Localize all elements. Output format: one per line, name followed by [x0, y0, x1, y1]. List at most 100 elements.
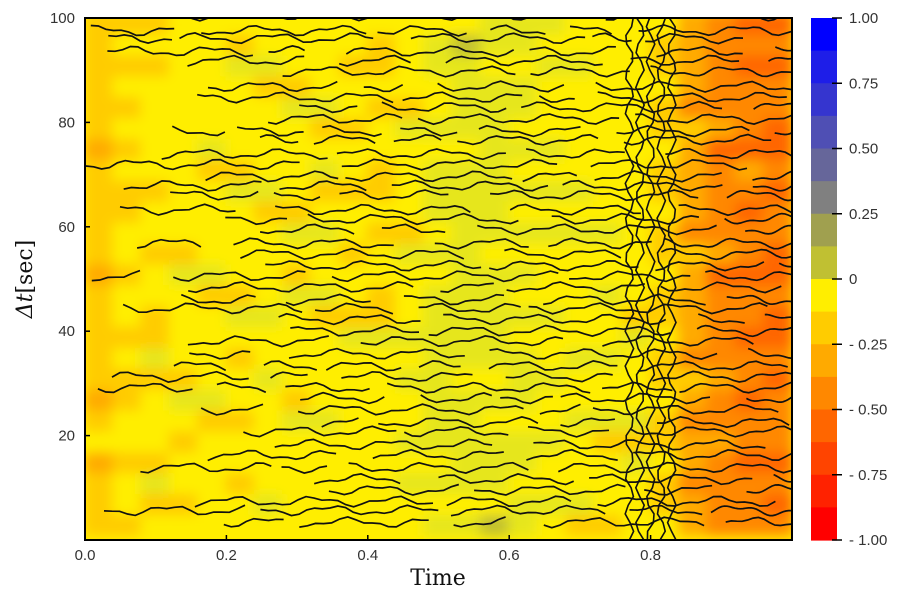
contour-line	[328, 483, 460, 496]
heatmap-cell	[451, 32, 482, 56]
heatmap-cell	[112, 345, 143, 369]
heatmap-cell	[706, 304, 737, 327]
heatmap-cell	[85, 137, 115, 160]
heatmap-cell	[451, 220, 482, 244]
heatmap-cell	[762, 32, 792, 56]
heatmap-cell	[85, 116, 115, 140]
heatmap-cell	[395, 74, 426, 98]
contour-line	[91, 269, 141, 282]
heatmap-cell	[338, 512, 369, 536]
heatmap-cell	[451, 304, 482, 327]
heatmap-cell	[479, 18, 511, 35]
contour-line	[123, 180, 262, 192]
heatmap-cell	[564, 512, 596, 536]
heatmap-cell	[621, 32, 652, 56]
heatmap-cell	[536, 262, 567, 286]
colorbar-segment	[811, 474, 837, 508]
y-tick-label: 60	[58, 219, 75, 236]
contour-line	[527, 425, 610, 438]
heatmap-cell	[395, 387, 426, 411]
heatmap-cell	[281, 116, 313, 140]
heatmap-cell	[423, 53, 454, 77]
heatmap-cell	[310, 157, 341, 181]
heatmap-cell	[310, 512, 341, 536]
heatmap-cell	[168, 241, 200, 265]
heatmap-cell	[508, 429, 539, 453]
heatmap-cell	[593, 220, 624, 244]
heatmap-cell	[281, 262, 313, 286]
heatmap-cell	[197, 492, 228, 515]
heatmap-cell	[338, 220, 369, 244]
heatmap-cell	[508, 18, 539, 35]
heatmap-cell	[112, 157, 143, 181]
contour-line	[775, 46, 792, 52]
heatmap-cell	[253, 283, 284, 307]
contour-line	[170, 190, 259, 201]
contour-line	[274, 438, 493, 451]
heatmap-cell	[112, 471, 143, 495]
heatmap-cell	[564, 32, 596, 56]
heatmap-cell	[140, 157, 171, 181]
contour-line	[656, 416, 790, 429]
contour-line	[710, 505, 792, 517]
heatmap-cell	[762, 387, 792, 411]
contour-line	[664, 237, 792, 250]
heatmap-cell	[451, 366, 482, 390]
heatmap-cell	[734, 95, 765, 119]
colorbar-segment	[811, 83, 837, 117]
contour-line	[660, 281, 782, 294]
heatmap-cell	[310, 262, 341, 286]
contour-line	[393, 134, 442, 143]
heatmap-cell	[140, 429, 171, 453]
colorbar-segment	[811, 279, 837, 313]
contour-line	[400, 127, 458, 137]
colorbar-tick-label: - 0.75	[849, 467, 887, 484]
heatmap-cell	[225, 157, 256, 181]
contour-line	[457, 133, 599, 146]
heatmap-cell	[140, 18, 171, 35]
heatmap-cell	[366, 178, 398, 202]
heatmap-cell	[225, 408, 256, 432]
contour-line	[314, 302, 394, 315]
heatmap-cell	[734, 262, 765, 286]
heatmap-cell	[310, 345, 341, 369]
heatmap-cell	[366, 345, 398, 369]
contour-line	[300, 391, 385, 405]
heatmap-cell	[621, 262, 652, 286]
contour-line	[360, 335, 564, 347]
heatmap-cell	[706, 387, 737, 411]
contour-line	[500, 395, 553, 405]
heatmap-cell	[762, 450, 792, 474]
heatmap-cell	[706, 32, 737, 56]
heatmap-cell	[734, 157, 765, 181]
contour-line	[548, 237, 652, 250]
heatmap-cell	[706, 345, 737, 369]
heatmap-cell	[281, 95, 313, 119]
x-tick-label: 0.2	[216, 547, 237, 564]
heatmap-cell	[310, 53, 341, 77]
heatmap-cell	[168, 366, 200, 390]
contour-line	[687, 18, 779, 22]
heatmap-cell	[168, 492, 200, 515]
heatmap-cell	[112, 137, 143, 160]
contour-line	[285, 382, 370, 393]
heatmap-cell	[281, 18, 313, 35]
x-tick-label: 0.8	[640, 547, 661, 564]
heatmap-cell	[593, 53, 624, 77]
heatmap-cell	[564, 366, 596, 390]
heatmap-cell	[451, 18, 482, 35]
heatmap-cell	[762, 304, 792, 327]
heatmap-cell	[112, 387, 143, 411]
contour-line	[140, 462, 272, 474]
contour-line	[417, 113, 620, 126]
contour-line	[321, 417, 359, 428]
heatmap-cell	[225, 304, 256, 327]
heatmap-cell	[225, 366, 256, 390]
heatmap-cell	[536, 512, 567, 536]
heatmap-cell	[677, 512, 709, 536]
heatmap-cell	[197, 53, 228, 77]
contour-line	[774, 132, 792, 136]
heatmap-cell	[451, 345, 482, 369]
heatmap-cell	[564, 95, 596, 119]
heatmap-cell	[140, 241, 171, 265]
